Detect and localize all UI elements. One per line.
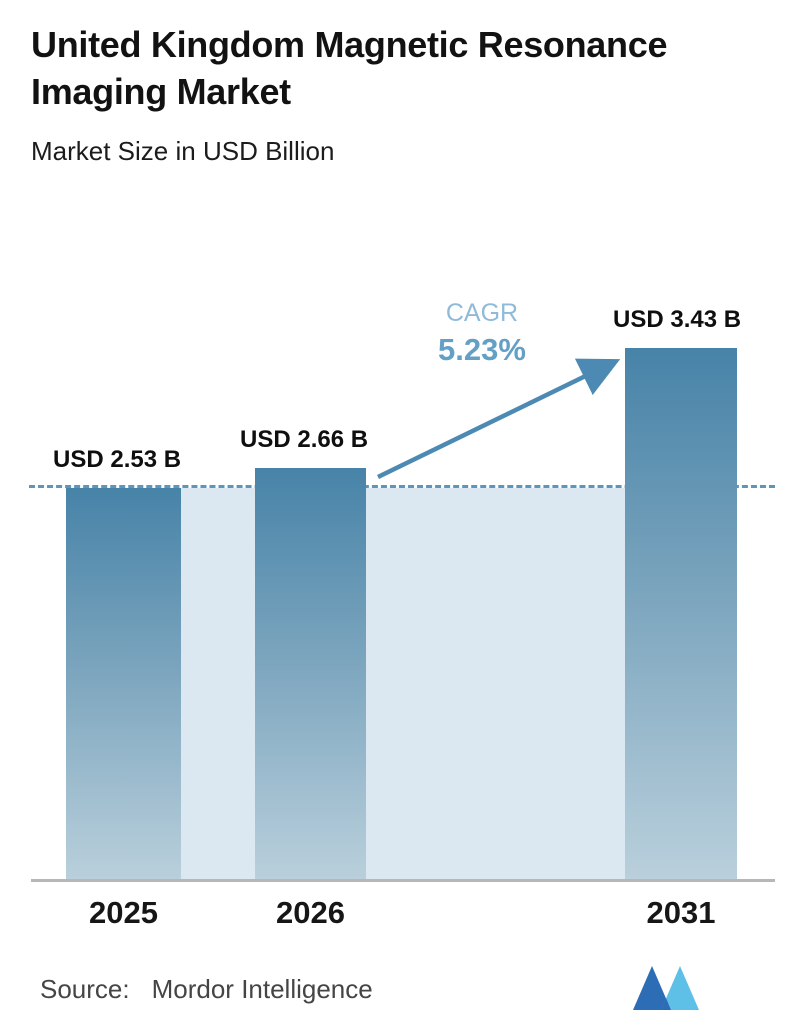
baseline-dashed-line <box>29 485 775 488</box>
x-axis-label: 2025 <box>89 895 158 930</box>
bar-2026 <box>255 468 366 881</box>
bar-value-label: USD 2.66 B <box>240 426 369 453</box>
mordor-intelligence-logo <box>633 966 699 1010</box>
cagr-label: CAGR <box>445 299 519 327</box>
bar-chart: CAGR 5.23% USD 2.53 B 2025 USD 2.66 B 2026 U… <box>0 261 796 930</box>
source-label: Source: <box>40 974 130 1004</box>
x-axis-label: 2026 <box>276 895 345 930</box>
cagr-annotation: CAGR 5.23% <box>392 299 572 368</box>
cagr-value: 5.23% <box>438 332 526 367</box>
bar-2031 <box>625 348 737 881</box>
x-axis-line <box>31 879 775 882</box>
bar-value-label: USD 3.43 B <box>613 306 742 333</box>
source-text: Source: Mordor Intelligence <box>40 974 373 1005</box>
chart-subtitle: Market Size in USD Billion <box>31 136 335 166</box>
x-axis-label: 2031 <box>646 895 716 930</box>
source-value: Mordor Intelligence <box>151 974 373 1004</box>
bar-value-label: USD 2.53 B <box>53 446 182 473</box>
page-title: United Kingdom Magnetic Resonance Imagin… <box>31 24 668 112</box>
bar-2025 <box>66 488 181 881</box>
